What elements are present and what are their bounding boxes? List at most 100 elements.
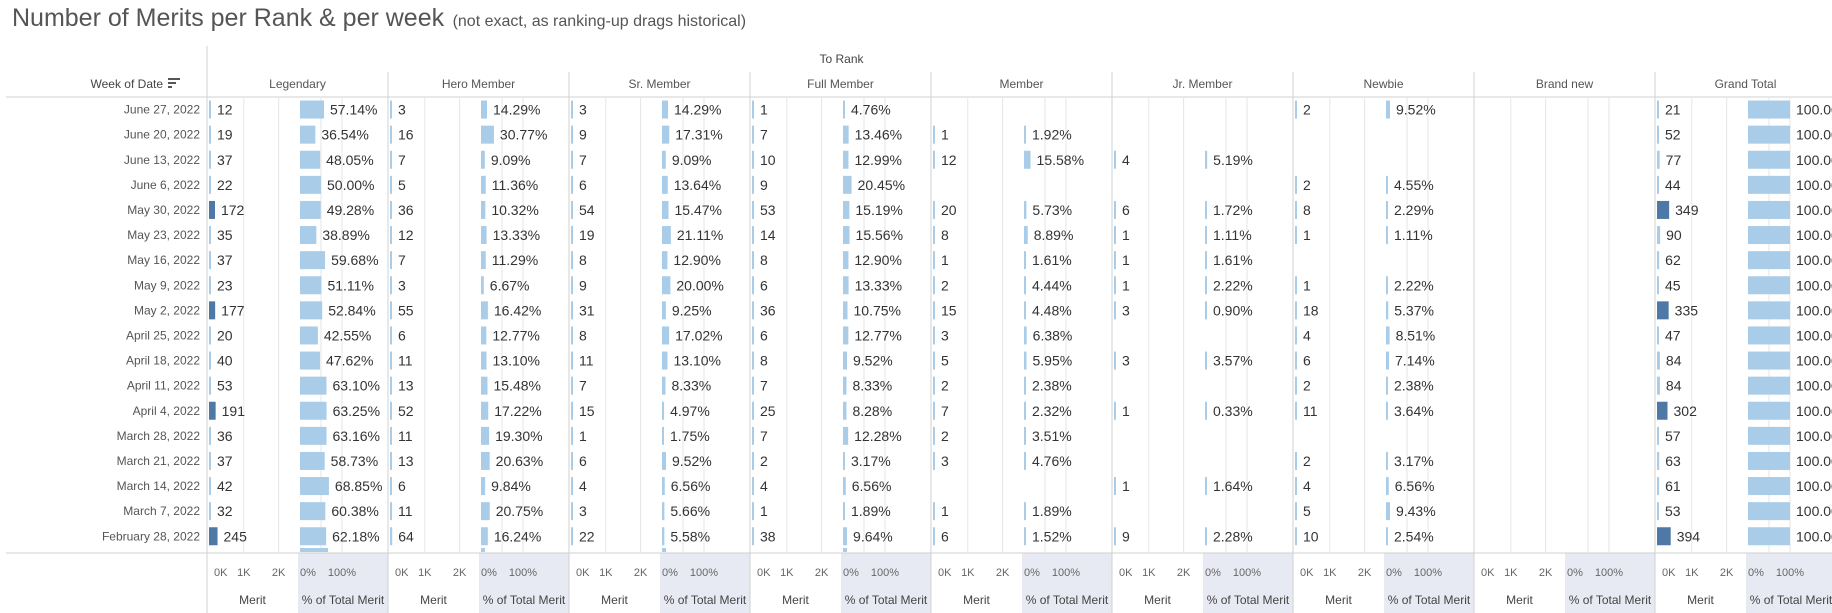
pct-value-label: 12.99% <box>854 152 901 168</box>
merit-bar <box>933 401 935 420</box>
merit-bar <box>752 251 754 270</box>
pct-axis-tick: 0% <box>1386 567 1402 579</box>
pct-bar <box>481 301 488 320</box>
pct-bar <box>481 401 489 420</box>
row-week-label: June 6, 2022 <box>131 178 201 192</box>
pct-value-label: 60.38% <box>331 503 378 519</box>
pct-bar <box>1748 200 1790 219</box>
merit-bar <box>1295 301 1297 320</box>
pct-bar <box>1748 276 1790 295</box>
pct-value-label: 100.00% <box>1796 177 1832 193</box>
merit-value-label: 12 <box>217 102 233 118</box>
pct-value-label: 5.37% <box>1394 302 1434 318</box>
pct-value-label: 20.75% <box>496 503 543 519</box>
pct-value-label: 1.75% <box>670 428 710 444</box>
merit-value-label: 1 <box>1122 277 1130 293</box>
merit-bar <box>571 477 573 496</box>
merit-bar <box>1114 200 1116 219</box>
pct-bar <box>1748 477 1790 496</box>
row-header-label: Week of Date <box>91 77 164 91</box>
pct-bar <box>843 100 845 119</box>
pct-column-bg-sr-member <box>660 96 750 613</box>
pct-value-label: 50.00% <box>327 177 374 193</box>
merit-axis-tick: 1K <box>1504 567 1518 579</box>
merit-bar <box>390 451 392 470</box>
pct-value-label: 12.77% <box>492 327 539 343</box>
merit-axis-tick: 2K <box>453 567 467 579</box>
merit-bar <box>571 125 573 144</box>
pct-bar <box>481 451 490 470</box>
pct-value-label: 13.64% <box>674 177 721 193</box>
pct-bar <box>1386 175 1388 194</box>
pct-column-bg-brand-new <box>1565 96 1655 613</box>
pct-axis-tick: 100% <box>690 567 718 579</box>
pct-bar <box>1386 477 1389 496</box>
pct-bar <box>1386 376 1388 395</box>
merit-bar <box>1114 301 1116 320</box>
merit-bar <box>209 125 211 144</box>
merit-bar <box>1657 200 1670 219</box>
pct-bar <box>843 200 850 219</box>
merit-value-label: 32 <box>217 503 233 519</box>
merit-bar <box>933 326 935 345</box>
merit-measure-label: Merit <box>963 593 990 607</box>
pct-bar <box>481 200 486 219</box>
merit-bar <box>933 226 935 245</box>
pct-bar <box>300 226 317 245</box>
pct-bar <box>1205 527 1207 546</box>
pct-bar <box>662 100 669 119</box>
pct-bar <box>1024 125 1026 144</box>
pct-bar <box>1024 351 1027 370</box>
pct-bar <box>1205 226 1207 245</box>
merit-bar <box>571 100 573 119</box>
pct-value-label: 1.64% <box>1213 478 1253 494</box>
pct-value-label: 6.56% <box>671 478 711 494</box>
pct-value-label: 100.00% <box>1796 478 1832 494</box>
merit-bar <box>209 376 211 395</box>
sort-icon-bar <box>168 78 180 80</box>
merit-bar <box>209 326 211 345</box>
pct-value-label: 2.29% <box>1394 202 1434 218</box>
row-week-label: May 9, 2022 <box>134 278 200 292</box>
merit-bar <box>1657 477 1660 496</box>
merit-value-label: 12 <box>398 227 414 243</box>
pct-bar <box>1748 251 1790 270</box>
merit-value-label: 349 <box>1675 202 1699 218</box>
pct-axis-tick: 100% <box>871 567 899 579</box>
merit-value-label: 335 <box>1675 302 1699 318</box>
pct-value-label: 42.55% <box>324 327 371 343</box>
pct-value-label: 17.22% <box>494 403 541 419</box>
merit-bar <box>209 175 211 194</box>
pct-bar <box>662 376 666 395</box>
merit-value-label: 1 <box>1303 277 1311 293</box>
row-week-label: May 23, 2022 <box>127 228 200 242</box>
merit-bar <box>1295 175 1297 194</box>
pct-axis-tick: 0% <box>1205 567 1221 579</box>
pct-column-bg-jr-member <box>1203 96 1293 613</box>
merit-bar <box>209 351 211 370</box>
merit-value-label: 37 <box>217 152 233 168</box>
pct-bar <box>1024 276 1026 295</box>
pct-column-bg-member <box>1022 96 1112 613</box>
row-week-label: May 30, 2022 <box>127 203 200 217</box>
pct-column-bg-full-member <box>841 96 931 613</box>
merit-value-label: 5 <box>1303 503 1311 519</box>
merit-axis-tick: 1K <box>780 567 794 579</box>
pct-value-label: 3.64% <box>1394 403 1434 419</box>
pct-value-label: 0.90% <box>1213 302 1253 318</box>
pct-value-label: 5.66% <box>670 503 710 519</box>
pct-value-label: 20.45% <box>858 177 905 193</box>
merit-bar <box>1114 401 1116 420</box>
merit-bar <box>1295 351 1297 370</box>
merit-value-label: 13 <box>398 453 414 469</box>
merit-bar <box>1295 226 1297 245</box>
pct-value-label: 100.00% <box>1796 403 1832 419</box>
merit-bar <box>209 200 215 219</box>
pct-bar <box>481 376 488 395</box>
merit-bar <box>1657 376 1660 395</box>
merit-value-label: 47 <box>1665 327 1681 343</box>
merit-axis-tick: 2K <box>634 567 648 579</box>
merit-value-label: 5 <box>941 353 949 369</box>
pct-bar <box>1748 326 1790 345</box>
pct-value-label: 5.19% <box>1213 152 1253 168</box>
